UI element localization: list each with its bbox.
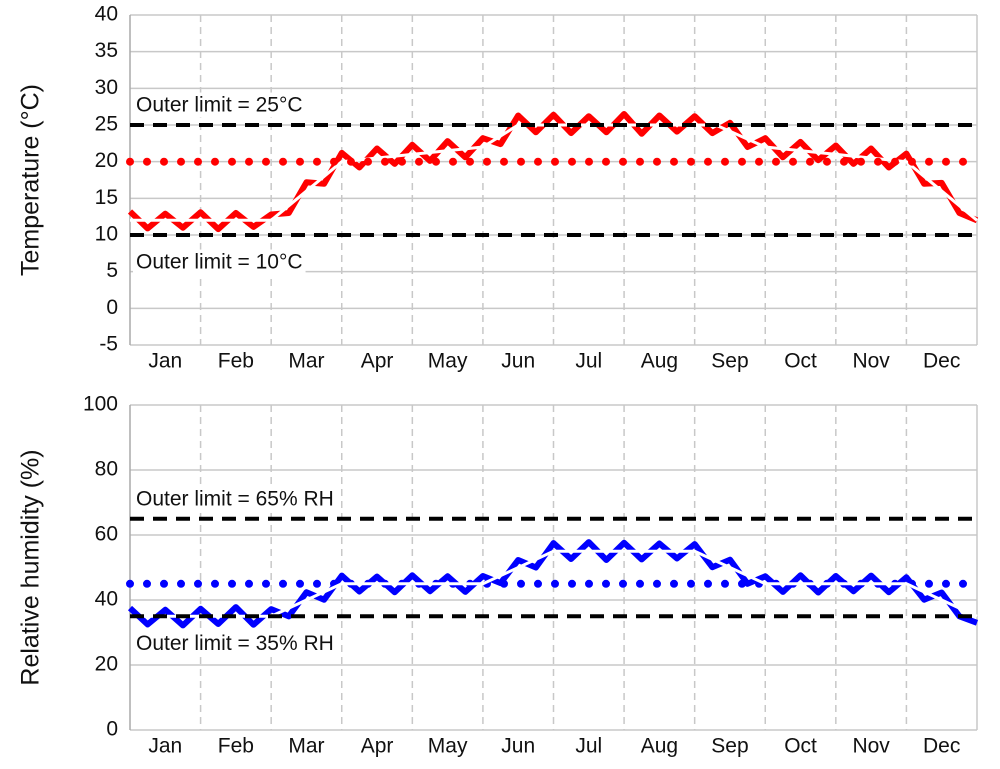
y-axis-title: Relative humidity (%): [17, 449, 45, 685]
limit-label: Outer limit = 35% RH: [136, 632, 334, 655]
x-tick-label: Jun: [501, 350, 535, 373]
x-tick-label: Dec: [923, 735, 960, 758]
x-tick-label: May: [428, 350, 468, 373]
limit-label: Outer limit = 65% RH: [136, 487, 334, 510]
x-tick-label: Sep: [711, 350, 748, 373]
x-tick-label: Oct: [784, 735, 817, 758]
data-line: [127, 111, 979, 233]
y-tick-label: 20: [95, 149, 118, 172]
label-bg: [133, 249, 306, 275]
x-tick-label: Oct: [784, 350, 817, 373]
x-tick-label: Nov: [852, 735, 890, 758]
limit-label: Outer limit = 10°C: [136, 251, 303, 274]
x-tick-label: Jul: [575, 735, 602, 758]
label-bg: [133, 630, 337, 656]
x-tick-label: Mar: [288, 350, 324, 373]
data-line: [127, 539, 979, 629]
y-tick-label: 20: [95, 653, 118, 676]
x-tick-label: Aug: [641, 350, 678, 373]
data-line: [130, 549, 978, 618]
x-tick-label: Feb: [218, 350, 254, 373]
y-tick-label: 80: [95, 458, 118, 481]
x-tick-label: Sep: [711, 735, 748, 758]
limit-label: Outer limit = 25°C: [136, 94, 303, 117]
x-tick-label: Jul: [575, 350, 602, 373]
y-tick-label: 5: [106, 259, 118, 282]
y-tick-label: 35: [95, 39, 118, 62]
y-tick-label: 100: [83, 393, 118, 416]
y-tick-label: -5: [99, 333, 118, 356]
y-tick-label: 10: [95, 223, 118, 246]
y-tick-label: 60: [95, 523, 118, 546]
x-tick-label: May: [428, 735, 468, 758]
x-tick-label: Aug: [641, 735, 678, 758]
y-tick-label: 0: [106, 296, 118, 319]
x-tick-label: Jun: [501, 735, 535, 758]
data-line: [130, 123, 978, 222]
label-bg: [133, 92, 306, 118]
x-tick-label: Jan: [148, 735, 182, 758]
y-axis-title: Temperature (°C): [17, 84, 45, 276]
y-tick-label: 40: [95, 3, 118, 26]
y-tick-label: 30: [95, 76, 118, 99]
x-tick-label: Apr: [361, 350, 394, 373]
y-tick-label: 15: [95, 186, 118, 209]
x-tick-label: Dec: [923, 350, 960, 373]
y-tick-label: 25: [95, 113, 118, 136]
label-bg: [133, 486, 337, 512]
x-tick-label: Jan: [148, 350, 182, 373]
x-tick-label: Feb: [218, 735, 254, 758]
x-tick-label: Apr: [361, 735, 394, 758]
y-tick-label: 40: [95, 588, 118, 611]
y-tick-label: 0: [106, 718, 118, 741]
x-tick-label: Mar: [288, 735, 324, 758]
x-tick-label: Nov: [852, 350, 890, 373]
